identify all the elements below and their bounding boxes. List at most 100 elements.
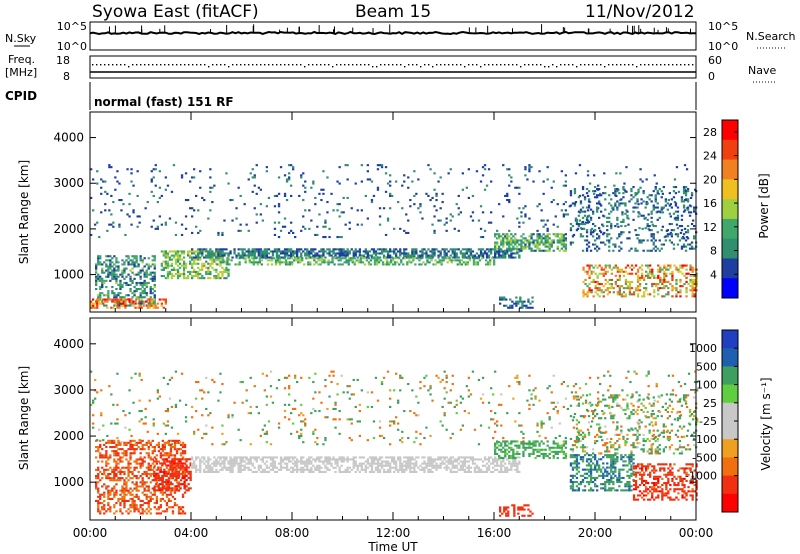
velocity-cell (129, 448, 132, 451)
power-cell (368, 254, 372, 257)
power-cell (207, 252, 210, 255)
power-colorbar-swatch (722, 199, 738, 220)
velocity-cell (133, 499, 136, 502)
power-cell (118, 225, 121, 228)
velocity-cell (169, 477, 173, 480)
velocity-cell (338, 466, 341, 469)
power-cell (282, 261, 286, 264)
velocity-cell (273, 466, 277, 469)
power-cell (160, 262, 163, 265)
power-cell (506, 241, 509, 244)
power-cell (410, 261, 413, 264)
velocity-cell (119, 458, 122, 461)
nave-dot (584, 64, 586, 66)
power-cell (275, 248, 279, 251)
velocity-cell (101, 448, 104, 451)
power-cell (253, 174, 256, 177)
velocity-cell (153, 493, 156, 496)
power-cell (603, 172, 606, 175)
velocity-cell (439, 458, 442, 461)
power-cell (564, 249, 567, 252)
power-cell (217, 273, 220, 276)
nave-dot (664, 64, 666, 66)
nave-dot (484, 64, 486, 66)
velocity-cell (395, 460, 398, 463)
power-cell (127, 263, 130, 266)
power-cell (203, 262, 206, 265)
power-cell (682, 206, 686, 209)
velocity-cell (342, 460, 345, 463)
power-cell (299, 261, 302, 264)
velocity-cell (97, 448, 100, 451)
power-cell (442, 257, 445, 260)
velocity-cell (389, 466, 392, 469)
nave-dot (372, 66, 374, 68)
power-cell (427, 194, 430, 197)
power-cell (445, 229, 448, 232)
power-cell (685, 289, 688, 292)
velocity-cell (243, 460, 246, 463)
power-cell (322, 252, 325, 255)
velocity-cell (115, 464, 118, 467)
power-cell (554, 235, 557, 238)
velocity-cell (151, 497, 154, 500)
power-cell (693, 295, 696, 298)
power-cell (622, 218, 625, 221)
velocity-cell (171, 464, 174, 467)
power-cell (676, 235, 680, 238)
velocity-cell (143, 502, 146, 505)
power-colorbar-frame (721, 119, 739, 299)
power-cell (509, 298, 512, 301)
power-cell (197, 250, 200, 253)
power-cell (384, 233, 388, 236)
velocity-cell (137, 446, 140, 449)
power-cell (151, 279, 154, 282)
velocity-cell (173, 460, 176, 463)
power-cell (538, 247, 541, 250)
power-cell (334, 254, 337, 257)
velocity-cell (155, 460, 158, 463)
power-cell (101, 283, 104, 286)
power-cell (649, 293, 652, 296)
power-cell (256, 263, 259, 266)
power-cell (538, 233, 541, 236)
power-cell (461, 252, 464, 255)
power-cell (421, 217, 424, 220)
velocity-cell (135, 493, 138, 496)
power-cell (251, 168, 254, 171)
power-cell (258, 257, 261, 260)
velocity-cell (269, 458, 273, 461)
power-cell (151, 288, 154, 291)
nave-dot (332, 66, 334, 68)
power-cell (508, 243, 511, 246)
velocity-cell (159, 476, 162, 479)
power-cell (693, 247, 696, 250)
power-cell (642, 239, 645, 242)
velocity-cell (161, 443, 164, 446)
power-cell (131, 263, 134, 266)
power-cell (578, 194, 582, 197)
power-cell (370, 254, 374, 257)
velocity-cell (271, 464, 275, 467)
velocity-cell (97, 477, 100, 480)
power-cell (295, 259, 298, 262)
velocity-cell (163, 491, 166, 494)
power-cell (455, 252, 458, 255)
power-cell (191, 270, 194, 273)
power-cell (127, 257, 130, 260)
power-cell (610, 225, 613, 228)
velocity-cell (179, 462, 182, 465)
velocity-cell (167, 470, 171, 473)
power-cell (628, 237, 631, 240)
velocity-cell (149, 443, 152, 446)
velocity-cell (131, 504, 134, 507)
velocity-cell (427, 462, 430, 465)
power-cell (178, 256, 182, 259)
power-cell (151, 259, 154, 262)
power-cell (592, 270, 595, 273)
nave-dot (240, 64, 242, 66)
power-cell (672, 247, 676, 250)
nave-dot (580, 64, 582, 66)
velocity-cell (199, 470, 202, 473)
power-cell (638, 278, 642, 281)
